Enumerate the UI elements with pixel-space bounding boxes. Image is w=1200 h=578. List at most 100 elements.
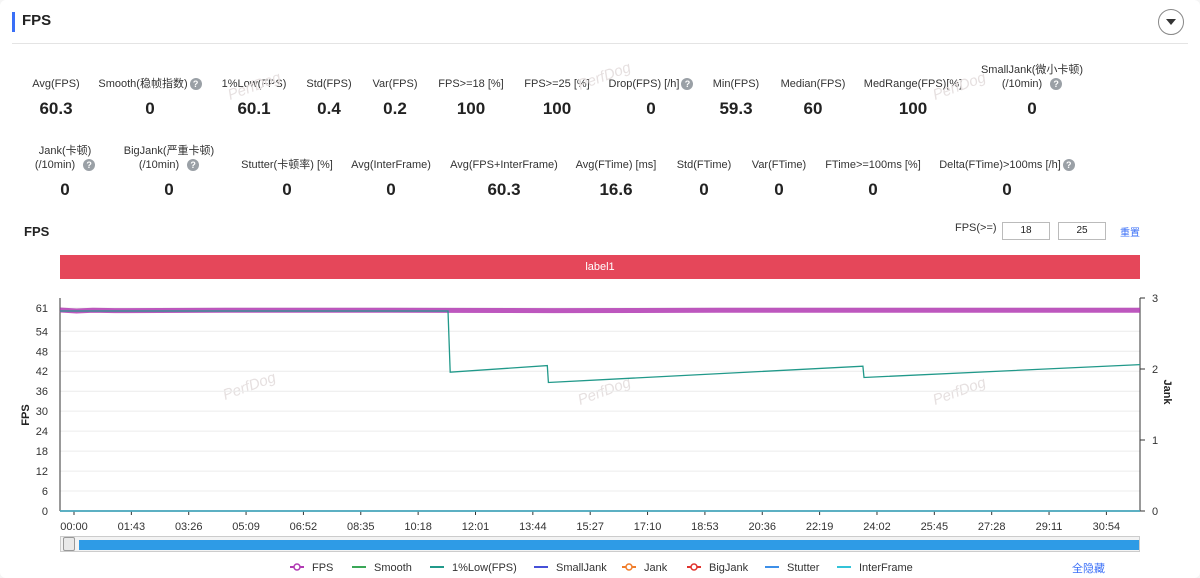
help-icon[interactable]: ? — [1050, 78, 1063, 91]
stat-value: 59.3 — [719, 99, 753, 118]
stat-label: 1%Low(FPS) — [221, 78, 287, 90]
stat-stats_row2-4: Avg(FPS+InterFrame) 60.3 — [424, 158, 584, 200]
stat-value: 100 — [542, 99, 572, 118]
legend-marker-icon — [293, 563, 301, 571]
stat-label: FPS>=18 [%] — [438, 78, 504, 90]
reset-button[interactable]: 重置 — [1120, 228, 1140, 239]
stat-value: 60.3 — [487, 180, 521, 199]
stat-label: Smooth(稳帧指数)? — [70, 77, 230, 91]
time-range-selection — [79, 540, 1139, 550]
legend-item-label: SmallJank — [556, 562, 607, 574]
y2-tick-label: 3 — [1152, 293, 1158, 305]
chevron-down-icon — [1166, 19, 1176, 25]
stat-label: Stutter(卡顿率) [%] — [241, 159, 333, 171]
help-icon[interactable]: ? — [83, 159, 96, 172]
stat-label-unit: (/10min)? — [89, 158, 249, 172]
x-tick-label: 27:28 — [978, 521, 1006, 533]
y-tick-label: 48 — [36, 346, 48, 358]
x-tick-label: 13:44 — [519, 521, 547, 533]
fps-threshold-input-1[interactable]: 18 — [1002, 222, 1050, 240]
stat-stats_row2-9: Delta(FTime)>100ms [/h]? 0 — [927, 158, 1087, 200]
fps-threshold-input-2[interactable]: 25 — [1058, 222, 1106, 240]
x-tick-label: 12:01 — [462, 521, 490, 533]
stat-value: 0.4 — [317, 99, 341, 118]
stat-label-unit: (/10min)? — [952, 77, 1112, 91]
stat-value: 60.1 — [237, 99, 271, 118]
x-tick-label: 25:45 — [921, 521, 949, 533]
stat-stats_row2-7: Var(FTime) 0 — [699, 158, 859, 200]
stat-label-unit: (/10min)? — [0, 158, 145, 172]
help-icon[interactable]: ? — [681, 78, 694, 91]
series-line-1-low-fps- — [60, 310, 1141, 384]
label-bar[interactable]: label1 — [60, 255, 1140, 279]
stat-value: 60 — [803, 99, 823, 118]
stat-label: Std(FPS) — [306, 78, 352, 90]
legend-item-label: InterFrame — [859, 562, 913, 574]
stat-value: 0 — [1002, 180, 1012, 199]
time-range-slider[interactable] — [60, 536, 1140, 552]
y-tick-label: 30 — [36, 406, 48, 418]
x-tick-label: 08:35 — [347, 521, 375, 533]
stat-label: BigJank(严重卡顿) — [123, 145, 215, 157]
stat-label: SmallJank(微小卡顿) — [980, 64, 1084, 76]
stat-stats_row2-1: BigJank(严重卡顿) (/10min)? 0 — [89, 144, 249, 200]
hide-all-button[interactable]: 全隐藏 — [1072, 563, 1105, 575]
y-tick-label: 54 — [36, 326, 48, 338]
x-tick-label: 17:10 — [634, 521, 662, 533]
stat-stats_row1-1: Smooth(稳帧指数)? 0 — [70, 77, 230, 119]
stat-label: Jank(卡顿) — [38, 145, 92, 157]
legend-item-label: FPS — [312, 562, 333, 574]
stat-stats_row2-2: Stutter(卡顿率) [%] 0 — [207, 158, 367, 200]
stat-label: Var(FPS) — [372, 78, 418, 90]
stat-stats_row2-0: Jank(卡顿) (/10min)? 0 — [0, 144, 145, 200]
stat-label: Avg(FPS) — [32, 78, 80, 90]
stat-label: Avg(FPS+InterFrame) — [450, 159, 558, 171]
legend-item-label: 1%Low(FPS) — [452, 562, 517, 574]
series-line-fps — [59, 307, 1140, 314]
legend-item-label: Jank — [644, 562, 668, 574]
x-tick-label: 01:43 — [118, 521, 146, 533]
stat-label: FTime>=100ms [%] — [825, 159, 921, 171]
panel-title: FPS — [22, 12, 52, 29]
stat-label: Var(FTime) — [751, 159, 807, 171]
stat-label: Min(FPS) — [712, 78, 760, 90]
x-tick-label: 29:11 — [1036, 521, 1063, 533]
stat-value: 0 — [868, 180, 878, 199]
stat-value: 16.6 — [599, 180, 633, 199]
x-tick-label: 03:26 — [175, 521, 203, 533]
stat-value: 60.3 — [39, 99, 73, 118]
collapse-button[interactable] — [1158, 9, 1184, 35]
stat-value: 0.2 — [383, 99, 407, 118]
stat-stats_row1-11: SmallJank(微小卡顿) (/10min)? 0 — [952, 63, 1112, 119]
watermark-text: PerfDog — [221, 369, 279, 404]
stat-stats_row1-0: Avg(FPS) 60.3 — [0, 77, 136, 119]
stat-value: 0 — [164, 180, 174, 199]
slider-handle-left[interactable] — [63, 537, 75, 551]
y2-tick-label: 0 — [1152, 506, 1158, 518]
x-tick-label: 00:00 — [60, 521, 88, 533]
stat-stats_row2-6: Std(FTime) 0 — [624, 158, 784, 200]
y-axis-title: FPS — [20, 404, 32, 425]
x-tick-label: 15:27 — [576, 521, 604, 533]
stat-label: Avg(FTime) [ms] — [575, 159, 657, 171]
x-tick-label: 06:52 — [290, 521, 318, 533]
x-tick-label: 20:36 — [748, 521, 776, 533]
stat-value: 100 — [898, 99, 928, 118]
help-icon[interactable]: ? — [1062, 159, 1075, 172]
legend-item-label: Smooth — [374, 562, 412, 574]
legend-item-label: BigJank — [709, 562, 749, 574]
stat-stats_row1-8: Min(FPS) 59.3 — [656, 77, 816, 119]
stat-label: Std(FTime) — [676, 159, 732, 171]
stat-stats_row1-4: Var(FPS) 0.2 — [315, 77, 475, 119]
y-tick-label: 12 — [36, 466, 48, 478]
y-tick-label: 42 — [36, 366, 48, 378]
stat-label: Drop(FPS) [/h]? — [571, 77, 731, 91]
stat-stats_row2-5: Avg(FTime) [ms] 16.6 — [536, 158, 696, 200]
stat-label: MedRange(FPS)[%] — [863, 78, 963, 90]
legend-marker-icon — [690, 563, 698, 571]
y-tick-label: 61 — [36, 303, 48, 315]
help-icon[interactable]: ? — [189, 78, 202, 91]
help-icon[interactable]: ? — [187, 159, 200, 172]
stat-stats_row1-7: Drop(FPS) [/h]? 0 — [571, 77, 731, 119]
